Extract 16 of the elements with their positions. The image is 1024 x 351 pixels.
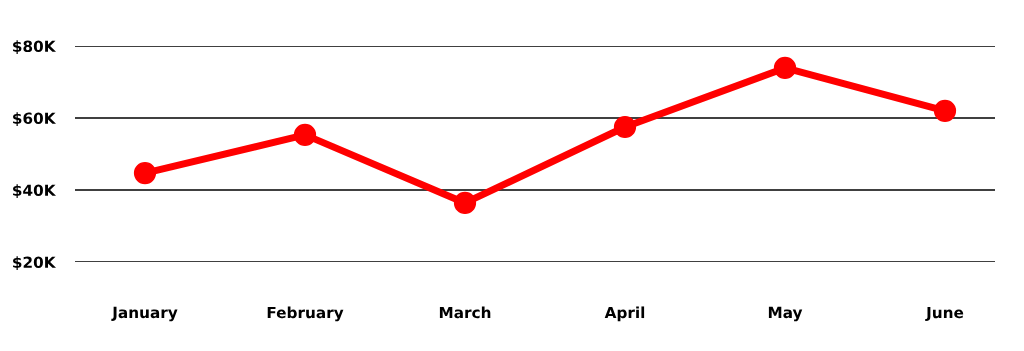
point xyxy=(613,115,637,139)
y-tick-label: $60K xyxy=(13,112,57,127)
y-tick-label: $20K xyxy=(13,256,57,271)
y-tick-label: $80K xyxy=(13,40,57,55)
point xyxy=(933,99,957,122)
point xyxy=(773,56,797,80)
x-tick-label: June xyxy=(925,306,964,322)
point xyxy=(453,191,477,215)
x-tick-label: January xyxy=(111,306,178,322)
x-tick-label: May xyxy=(768,306,803,322)
point xyxy=(133,161,157,185)
x-tick-label: February xyxy=(267,306,344,322)
x-tick-label: April xyxy=(604,306,645,322)
point xyxy=(293,123,317,147)
y-tick-label: $40K xyxy=(13,184,57,199)
x-tick-label: March xyxy=(439,306,491,319)
